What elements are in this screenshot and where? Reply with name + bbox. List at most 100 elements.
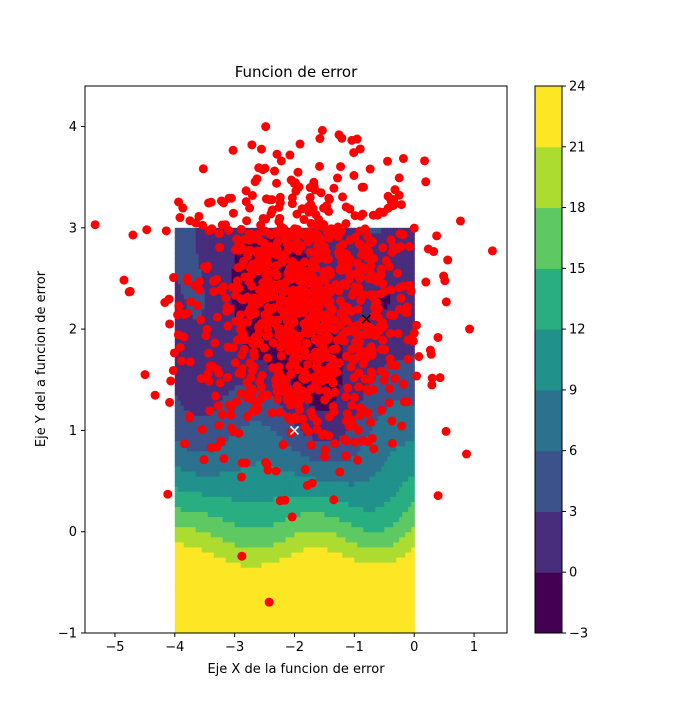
contour-cell: [225, 420, 230, 426]
contour-cell: [204, 394, 209, 401]
contour-cell: [180, 410, 185, 416]
contour-cell: [234, 491, 239, 497]
contour-cell: [255, 455, 260, 462]
contour-cell: [174, 460, 179, 467]
contour-cell: [267, 359, 272, 366]
contour-cell: [345, 288, 349, 295]
contour-cell: [174, 339, 179, 345]
contour-cell: [189, 541, 194, 548]
contour-cell: [324, 557, 329, 563]
contour-cell: [204, 313, 209, 320]
contour-cell: [189, 475, 194, 482]
contour-cell: [234, 364, 239, 371]
contour-cell: [255, 374, 260, 381]
contour-cell: [204, 293, 209, 300]
contour-cell: [312, 587, 317, 594]
contour-cell: [222, 587, 227, 594]
contour-cell: [234, 465, 239, 472]
contour-cell: [225, 557, 230, 563]
contour-cell: [357, 526, 361, 533]
contour-cell: [213, 511, 218, 518]
contour-cell: [351, 541, 355, 548]
contour-cell: [327, 455, 332, 462]
contour-cell: [213, 557, 218, 563]
contour-cell: [255, 435, 260, 442]
contour-cell: [210, 430, 215, 437]
contour-cell: [258, 486, 263, 492]
contour-cell: [177, 612, 182, 619]
contour-cell: [351, 379, 355, 386]
contour-cell: [210, 384, 215, 391]
contour-cell: [270, 491, 275, 497]
contour-cell: [258, 557, 263, 563]
contour-cell: [240, 562, 245, 568]
contour-cell: [246, 288, 251, 295]
contour-cell: [276, 425, 281, 431]
contour-cell: [348, 587, 352, 594]
contour-cell: [303, 435, 308, 442]
contour-cell: [243, 496, 248, 502]
contour-cell: [264, 587, 269, 594]
contour-cell: [246, 344, 251, 350]
contour-cell: [204, 516, 209, 523]
contour-cell: [303, 405, 308, 411]
contour-cell: [270, 622, 275, 629]
contour-cell: [354, 607, 358, 614]
contour-cell: [303, 536, 308, 543]
contour-cell: [183, 577, 188, 583]
contour-cell: [231, 354, 236, 361]
contour-cell: [189, 379, 194, 386]
contour-cell: [330, 582, 335, 589]
contour-cell: [174, 227, 179, 234]
contour-cell: [249, 324, 254, 330]
contour-cell: [249, 450, 254, 457]
contour-cell: [342, 293, 346, 300]
contour-cell: [222, 506, 227, 513]
contour-cell: [255, 450, 260, 457]
contour-cell: [195, 324, 200, 330]
contour-cell: [315, 572, 320, 578]
contour-cell: [192, 400, 197, 406]
contour-cell: [261, 303, 266, 310]
contour-cell: [258, 531, 263, 538]
contour-cell: [219, 572, 224, 578]
contour-cell: [327, 607, 332, 614]
contour-cell: [270, 541, 275, 548]
contour-cell: [345, 627, 349, 633]
contour-cell: [279, 400, 284, 406]
contour-cell: [354, 516, 358, 523]
contour-cell: [207, 511, 212, 518]
contour-cell: [348, 531, 352, 538]
contour-cell: [351, 227, 355, 234]
contour-cell: [183, 622, 188, 629]
contour-cell: [207, 541, 212, 548]
contour-cell: [255, 526, 260, 533]
contour-cell: [312, 536, 317, 543]
contour-cell: [309, 526, 314, 533]
contour-cell: [180, 475, 185, 482]
contour-cell: [315, 627, 320, 633]
contour-cell: [219, 258, 224, 264]
contour-cell: [177, 470, 182, 477]
contour-cell: [333, 622, 337, 629]
contour-cell: [276, 526, 281, 533]
contour-cell: [258, 450, 263, 457]
contour-cell: [204, 557, 209, 563]
contour-cell: [333, 445, 337, 452]
contour-cell: [285, 460, 290, 467]
contour-cell: [303, 612, 308, 619]
contour-cell: [351, 622, 355, 629]
contour-cell: [330, 557, 335, 563]
contour-cell: [225, 506, 230, 513]
contour-cell: [201, 475, 206, 482]
contour-cell: [351, 597, 355, 604]
contour-cell: [270, 470, 275, 477]
contour-cell: [222, 481, 227, 487]
contour-cell: [252, 318, 257, 325]
contour-cell: [354, 475, 358, 482]
contour-cell: [177, 597, 182, 604]
contour-cell: [306, 582, 311, 589]
contour-cell: [255, 475, 260, 482]
contour-cell: [255, 369, 260, 376]
contour-cell: [189, 324, 194, 330]
